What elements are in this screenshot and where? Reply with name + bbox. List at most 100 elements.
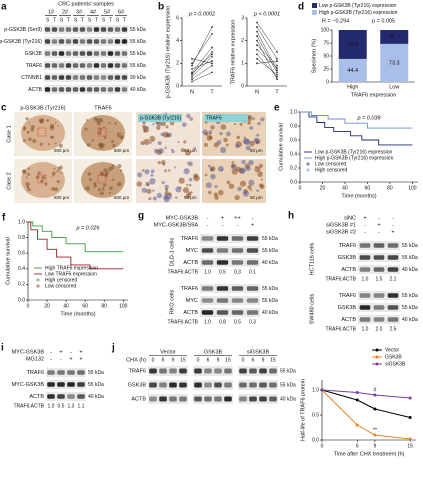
legend-marker: [375, 355, 379, 359]
tissue-speck: [57, 125, 59, 127]
label: TRAF6: [339, 243, 356, 249]
cell: [190, 191, 193, 194]
blot-band: [79, 39, 86, 44]
cell: [186, 113, 191, 119]
label: 50 μm: [184, 148, 197, 153]
panel-label: f: [2, 213, 6, 224]
blot-band: [246, 286, 259, 291]
cell: [143, 128, 147, 133]
x-tick-label: N: [255, 89, 259, 95]
tissue-speck: [112, 143, 116, 148]
legend-label: Low TRAF6 expression: [45, 271, 97, 277]
label: p-GSK3B (Tyr216): [20, 105, 65, 111]
y-axis-label: Specimen (%): [311, 39, 317, 74]
tissue-speck: [85, 186, 90, 191]
cell: [168, 169, 171, 172]
zoom-box: [37, 174, 47, 184]
blot-band: [100, 27, 107, 32]
cell: [146, 188, 152, 194]
cell: [140, 141, 145, 146]
cell: [257, 171, 263, 178]
blot-band: [67, 382, 75, 387]
blot-band: [359, 255, 371, 260]
label: 0.1: [249, 269, 256, 275]
legend-label: High p-GSK3B (Tyr216) expression: [315, 155, 394, 161]
point: [191, 80, 193, 83]
cell: [173, 166, 176, 169]
point: [211, 55, 213, 58]
cell: [182, 187, 189, 194]
point: [211, 71, 213, 74]
blot-strip: [44, 73, 128, 82]
tissue-speck: [39, 142, 44, 146]
label: 55 kDa: [402, 305, 418, 311]
tissue-speck: [103, 136, 107, 139]
blot-band: [93, 27, 100, 32]
cell: [150, 173, 154, 177]
cell: [249, 140, 255, 147]
label: 1.0: [204, 319, 211, 325]
x-tick-label: 0: [321, 443, 324, 449]
cell: [208, 190, 212, 195]
blot-band: [214, 368, 222, 374]
point: [256, 30, 258, 33]
point: [276, 71, 278, 74]
tissue-speck: [27, 172, 31, 176]
label: 55 kDa: [130, 27, 146, 33]
label: S: [116, 17, 120, 23]
tissue-speck: [25, 181, 30, 187]
cell: [239, 122, 243, 126]
tissue-speck: [108, 121, 111, 125]
tissue-speck: [108, 191, 111, 194]
blot-strip: [200, 284, 260, 293]
survival-curve: [300, 111, 413, 129]
blot-band: [214, 396, 222, 402]
tissue-speck: [30, 127, 35, 132]
blot-band: [65, 63, 72, 68]
panel-label: g: [138, 211, 144, 222]
pair-line: [256, 31, 278, 71]
cell: [141, 187, 147, 193]
cell: [161, 181, 165, 185]
p-value: p = 0.038: [356, 115, 381, 121]
label: ACTB: [341, 317, 356, 323]
tissue-speck: [54, 187, 59, 192]
cell: [185, 193, 192, 199]
panel-label: a: [1, 2, 7, 13]
label: MYC-GSK3B/S9A: [154, 222, 199, 228]
blot-band: [93, 63, 100, 68]
blot-band: [114, 75, 121, 80]
label: GSK3B: [25, 51, 43, 57]
x-tick-label: 60: [82, 303, 88, 309]
cell: [183, 140, 187, 144]
pair-line: [191, 54, 213, 74]
label: 1.0: [48, 403, 55, 409]
label: 6: [252, 357, 255, 363]
point: [276, 78, 278, 81]
legend-label: siGSK3B: [385, 361, 406, 367]
blot-band: [249, 382, 257, 388]
blot-strip: [44, 85, 128, 94]
cell: [187, 162, 190, 165]
blot-band: [269, 396, 277, 402]
point: [211, 26, 213, 28]
cell: [258, 163, 263, 169]
annotation: p = 0.005: [372, 18, 395, 24]
blot-band: [67, 394, 75, 399]
survival-curve: [300, 111, 413, 146]
cell: [156, 192, 162, 199]
cell: [156, 125, 161, 130]
label: Vector: [160, 349, 176, 355]
label: p-GSK3B (Tyr216): [0, 39, 42, 45]
label: TRAF6:ACTB: [167, 269, 198, 275]
tissue-speck: [53, 168, 56, 171]
tissue-speck: [101, 172, 104, 175]
blot-band: [86, 51, 93, 56]
cell: [219, 131, 223, 136]
point: [211, 51, 213, 53]
blot-band: [224, 382, 232, 388]
pair-line: [256, 49, 278, 69]
blot-band: [51, 39, 58, 44]
cell: [256, 189, 260, 192]
